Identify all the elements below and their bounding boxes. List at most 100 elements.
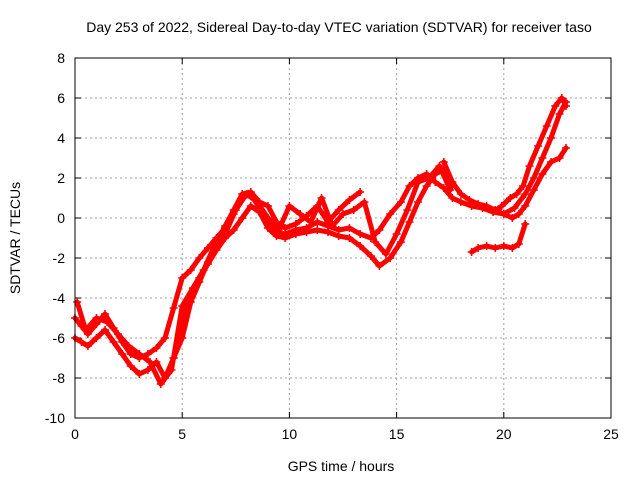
data-point — [508, 214, 517, 222]
y-axis-label: SDTVAR / TECUs — [7, 182, 23, 294]
data-point — [255, 198, 264, 206]
data-point — [371, 238, 380, 246]
data-point — [186, 298, 195, 306]
data-point — [152, 344, 161, 352]
data-point — [281, 234, 290, 242]
data-point — [489, 208, 498, 216]
data-point — [195, 278, 204, 286]
data-point — [291, 220, 300, 228]
data-point — [339, 210, 347, 218]
data-point — [491, 244, 500, 252]
data-point — [403, 206, 412, 214]
plot-frame — [74, 57, 612, 419]
y-tick-label: -8 — [53, 370, 66, 386]
data-point — [448, 178, 457, 186]
x-tick-label: 20 — [496, 426, 512, 442]
data-point — [474, 200, 483, 208]
data-point — [101, 326, 110, 334]
y-tick-label: 6 — [57, 90, 65, 106]
data-point — [178, 274, 187, 282]
data-point — [83, 342, 92, 350]
data-point — [482, 202, 491, 210]
data-point — [381, 250, 390, 258]
data-point — [525, 162, 534, 170]
data-point — [118, 350, 127, 358]
data-point — [263, 214, 272, 222]
data-point — [285, 202, 294, 210]
data-point — [334, 232, 343, 240]
data-point — [221, 222, 230, 230]
data-point — [510, 204, 519, 212]
x-tick-label: 0 — [71, 426, 79, 442]
data-point — [101, 310, 110, 318]
data-point — [396, 238, 405, 246]
data-point — [446, 186, 455, 194]
data-point — [272, 232, 281, 240]
y-tick-label: -2 — [53, 250, 66, 266]
data-point — [555, 110, 564, 118]
data-point — [212, 238, 221, 246]
data-point — [92, 314, 101, 322]
y-tick-label: -10 — [45, 410, 65, 426]
data-point — [317, 194, 326, 202]
data-point — [538, 154, 547, 162]
data-point — [238, 190, 247, 198]
data-point — [274, 226, 283, 234]
data-point — [467, 248, 476, 256]
series-line — [441, 145, 569, 221]
data-point — [514, 210, 523, 218]
axis-ticks: 0 5 10 15 20 25 -10 -8 -6 -4 -2 0 2 4 6 8 — [45, 50, 619, 442]
data-point — [263, 202, 272, 210]
data-point — [396, 198, 405, 206]
series-line — [74, 163, 453, 387]
data-point — [439, 158, 448, 166]
data-point — [302, 212, 311, 220]
data-point — [521, 190, 530, 198]
data-point — [521, 202, 530, 210]
data-point — [345, 224, 354, 232]
data-point — [551, 102, 560, 110]
data-point — [360, 198, 369, 206]
data-point — [156, 380, 165, 388]
data-point — [557, 94, 566, 102]
data-point — [334, 206, 343, 214]
data-point — [414, 178, 423, 186]
data-point — [542, 122, 551, 130]
data-point — [435, 162, 444, 170]
data-point — [546, 158, 555, 166]
data-point — [392, 230, 401, 238]
data-point — [73, 298, 82, 306]
data-point — [414, 198, 423, 206]
data-point — [124, 342, 133, 350]
x-axis-label: GPS time / hours — [288, 458, 395, 474]
data-point — [366, 252, 375, 260]
data-point — [456, 198, 465, 206]
data-point — [512, 190, 521, 198]
data-point — [229, 226, 238, 234]
data-point — [246, 202, 255, 210]
data-point — [246, 188, 255, 196]
data-point — [143, 366, 152, 374]
data-point — [272, 218, 281, 226]
x-tick-label: 25 — [603, 426, 619, 442]
data-point — [291, 230, 300, 238]
data-point — [178, 334, 187, 342]
data-point — [167, 366, 176, 374]
series-track-3 — [73, 162, 455, 388]
data-point — [519, 182, 528, 190]
x-tick-label: 10 — [282, 426, 298, 442]
data-point — [323, 218, 332, 226]
data-point — [561, 102, 570, 110]
data-point — [474, 244, 483, 252]
data-point — [499, 210, 508, 218]
y-tick-label: -6 — [53, 330, 66, 346]
data-point — [506, 194, 515, 202]
data-point — [135, 350, 144, 358]
data-point — [448, 194, 457, 202]
data-point — [146, 358, 155, 366]
series-track-6 — [467, 220, 530, 256]
data-point — [405, 218, 414, 226]
data-point — [465, 196, 474, 204]
data-point — [422, 182, 431, 190]
